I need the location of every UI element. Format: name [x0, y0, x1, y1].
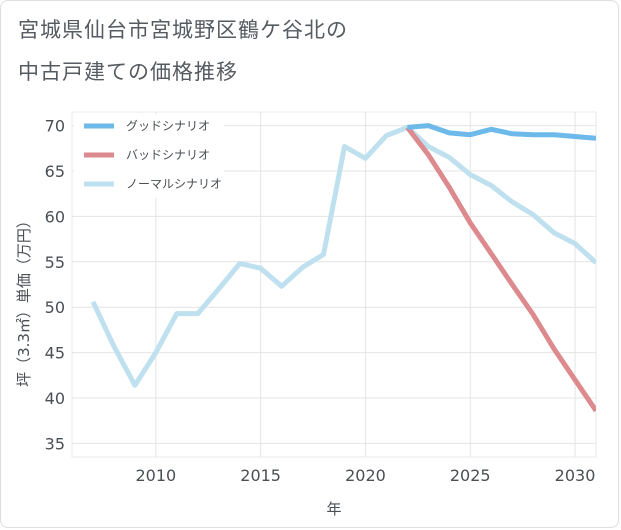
y-tick-label-35: 35 — [45, 434, 65, 453]
y-tick-label-55: 55 — [45, 253, 65, 272]
legend-label-2: ノーマルシナリオ — [126, 177, 222, 191]
chart-title-line-2: 中古戸建ての価格推移 — [18, 60, 238, 84]
series-line-1 — [405, 125, 596, 413]
y-tick-label-45: 45 — [45, 344, 65, 363]
y-tick-label-70: 70 — [45, 117, 65, 136]
y-tick-label-65: 65 — [45, 162, 65, 181]
series-line-2 — [90, 124, 596, 388]
x-tick-label-2010: 2010 — [135, 466, 176, 485]
series-line-0 — [407, 123, 596, 141]
x-tick-label-2030: 2030 — [555, 466, 596, 485]
tick-labels: 35 40 45 50 55 60 65 70 2010 2015 2020 2025 2030 — [45, 117, 596, 485]
legend-label-0: グッドシナリオ — [126, 119, 210, 133]
chart-title-line-1: 宮城県仙台市宮城野区鶴ケ谷北の — [18, 18, 348, 42]
x-tick-label-2015: 2015 — [240, 466, 281, 485]
x-axis-label: 年 — [326, 500, 341, 518]
y-axis-label: 坪（3.3㎡）単価（万円） — [15, 213, 33, 387]
x-tick-label-2020: 2020 — [345, 466, 386, 485]
series-lines — [90, 123, 596, 413]
x-tick-label-2025: 2025 — [450, 466, 491, 485]
y-tick-label-40: 40 — [45, 389, 65, 408]
y-tick-label-60: 60 — [45, 207, 65, 226]
y-tick-label-50: 50 — [45, 298, 65, 317]
legend-label-1: バッドシナリオ — [126, 148, 210, 162]
